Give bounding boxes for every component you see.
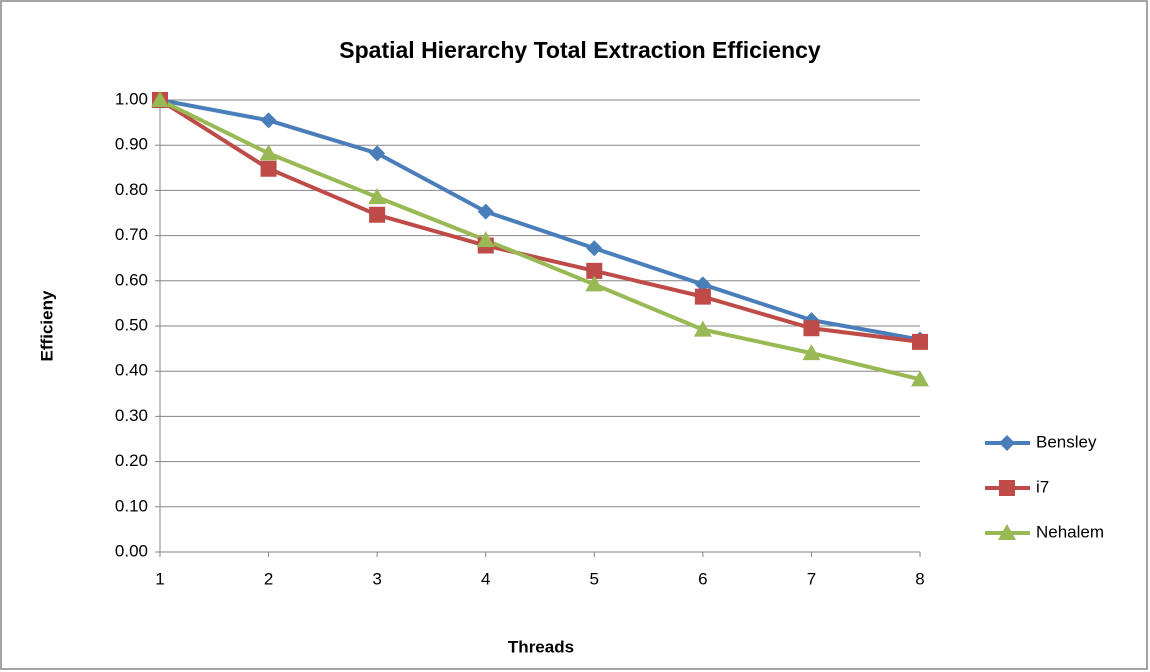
legend-label: Bensley: [1036, 432, 1097, 451]
legend-label: i7: [1036, 477, 1049, 496]
y-tick-label: 0.70: [115, 225, 148, 244]
marker: [803, 320, 820, 337]
x-tick-label: 5: [590, 569, 599, 588]
x-tick-label: 4: [481, 569, 490, 588]
marker: [586, 262, 603, 279]
marker: [802, 344, 821, 361]
series-line: [159, 98, 921, 382]
marker: [369, 145, 386, 162]
marker: [694, 276, 711, 293]
marker: [586, 240, 603, 257]
y-tick-label: 0.20: [115, 451, 148, 470]
y-tick-label: 0.10: [115, 496, 148, 515]
marker: [151, 91, 169, 107]
marker: [999, 480, 1015, 496]
marker: [369, 206, 386, 223]
marker: [476, 231, 495, 248]
marker: [999, 435, 1015, 451]
marker: [694, 288, 711, 305]
y-tick-label: 0.00: [115, 541, 148, 560]
x-tick-label: 6: [698, 569, 707, 588]
y-tick-label: 1.00: [115, 89, 148, 108]
chart-title: Spatial Hierarchy Total Extraction Effic…: [339, 37, 821, 63]
x-tick-label: 2: [264, 569, 273, 588]
marker: [477, 203, 494, 220]
legend-label: Nehalem: [1036, 522, 1104, 541]
y-tick-label: 0.90: [115, 135, 148, 154]
y-axis-label: Efficieny: [37, 290, 56, 361]
series-line: [159, 98, 921, 342]
y-tick-label: 0.80: [115, 180, 148, 199]
x-tick-label: 7: [807, 569, 816, 588]
x-tick-label: 8: [915, 569, 924, 588]
x-tick-label: 3: [372, 569, 381, 588]
marker: [998, 524, 1016, 540]
y-tick-label: 0.40: [115, 361, 148, 380]
x-tick-label: 1: [155, 569, 164, 588]
series-line: [158, 98, 921, 344]
marker: [911, 370, 929, 387]
marker: [260, 160, 277, 177]
y-tick-label: 0.30: [115, 406, 148, 425]
y-tick-label: 0.60: [115, 270, 148, 289]
y-tick-label: 0.50: [115, 315, 148, 334]
marker: [912, 333, 928, 350]
marker: [260, 112, 277, 129]
marker: [585, 275, 604, 292]
x-axis-label: Threads: [508, 637, 574, 656]
marker: [693, 320, 712, 337]
marker: [368, 188, 387, 205]
marker: [259, 144, 278, 161]
